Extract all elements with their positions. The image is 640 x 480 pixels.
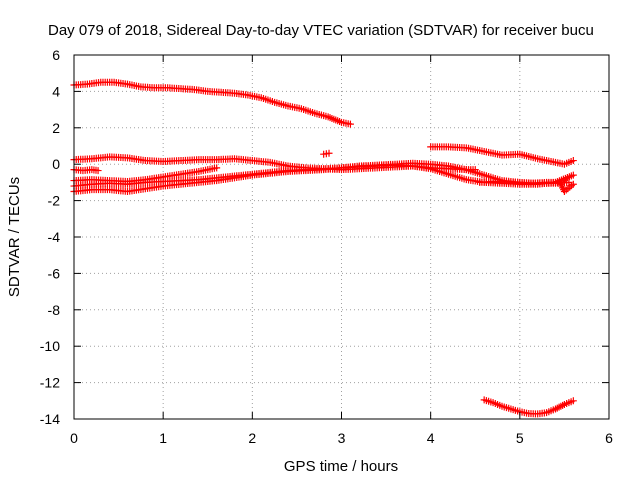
series-7: [70, 161, 479, 195]
y-tick-label: 2: [52, 120, 60, 136]
axis-ticks: 0 1 2 3 4 5 6 -14 -12 -10 -8 -6 -4 -2 0 2 4 6: [40, 47, 613, 446]
grid-lines: [74, 55, 609, 419]
x-tick-label: 0: [70, 430, 78, 446]
y-tick-label: -12: [40, 375, 60, 391]
y-tick-label: 0: [52, 156, 60, 172]
series-8: [427, 143, 577, 168]
y-tick-label: -8: [48, 302, 61, 318]
y-tick-label: -4: [48, 229, 61, 245]
data-point: [94, 167, 102, 175]
y-tick-label: 6: [52, 47, 60, 63]
series-1: [70, 78, 354, 128]
y-tick-label: -10: [40, 338, 60, 354]
y-axis-label: SDTVAR / TECUs: [6, 177, 23, 297]
series-2: [320, 149, 333, 158]
x-tick-label: 2: [248, 430, 256, 446]
series-10: [480, 396, 577, 418]
y-tick-label: -14: [40, 411, 60, 427]
x-tick-label: 1: [159, 430, 167, 446]
data-point: [325, 149, 333, 157]
x-tick-label: 6: [605, 430, 613, 446]
y-tick-label: -6: [48, 265, 61, 281]
series-4: [70, 166, 102, 175]
chart-title: Day 079 of 2018, Sidereal Day-to-day VTE…: [48, 22, 594, 39]
data-point: [569, 157, 577, 165]
x-axis-label: GPS time / hours: [284, 458, 398, 475]
data-point: [471, 166, 479, 174]
y-tick-label: 4: [52, 83, 60, 99]
data-point: [569, 171, 577, 179]
data-point: [346, 120, 354, 128]
series-9: [476, 177, 577, 195]
data-points: [70, 78, 577, 418]
data-point: [569, 397, 577, 405]
x-tick-label: 5: [516, 430, 524, 446]
x-tick-label: 3: [338, 430, 346, 446]
data-point: [569, 180, 577, 188]
data-point: [213, 164, 221, 172]
x-tick-label: 4: [427, 430, 435, 446]
y-tick-label: -2: [48, 193, 61, 209]
